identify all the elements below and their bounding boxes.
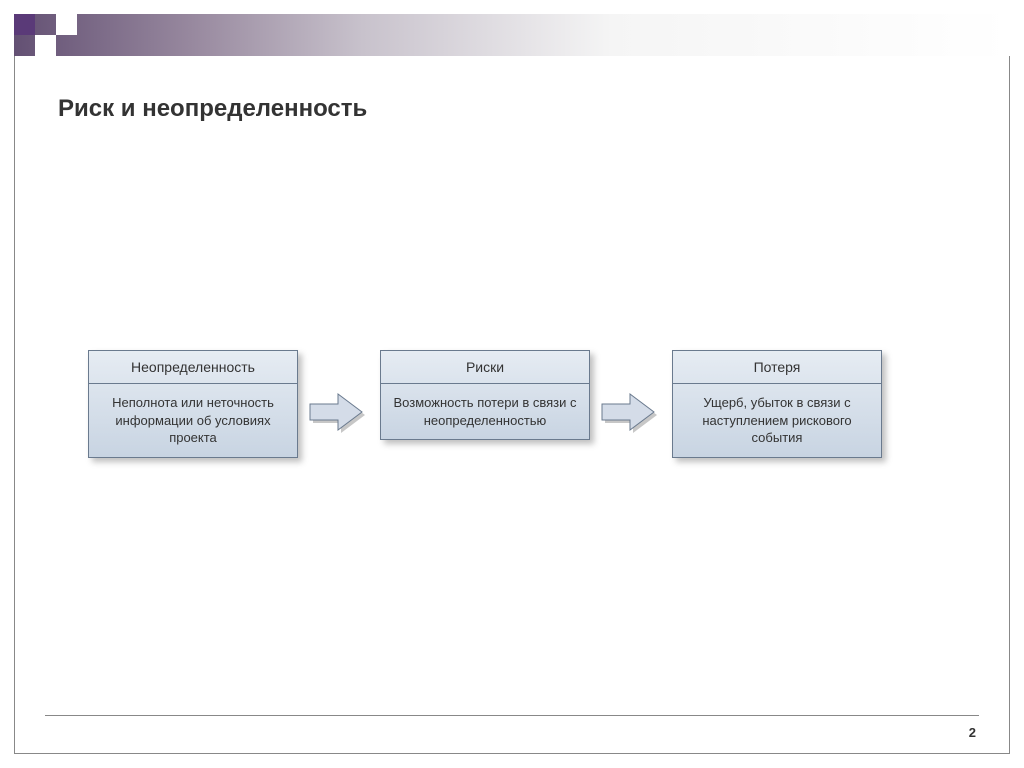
decor-square	[14, 14, 35, 35]
arrow-icon	[600, 390, 662, 436]
node-body: Возможность потери в связи с неопределен…	[381, 384, 589, 439]
node-body: Неполнота или неточность информации об у…	[89, 384, 297, 457]
node-body: Ущерб, убыток в связи с наступлением рис…	[673, 384, 881, 457]
arrow-icon	[308, 390, 370, 436]
slide-title: Риск и неопределенность	[58, 95, 367, 123]
page-number: 2	[969, 725, 976, 740]
header-gradient	[14, 14, 1010, 56]
flow-node-loss: Потеря Ущерб, убыток в связи с наступлен…	[672, 350, 882, 458]
flowchart: Неопределенность Неполнота или неточност…	[0, 350, 1024, 520]
flow-node-uncertainty: Неопределенность Неполнота или неточност…	[88, 350, 298, 458]
node-title: Потеря	[673, 351, 881, 384]
node-title: Риски	[381, 351, 589, 384]
flow-node-risks: Риски Возможность потери в связи с неопр…	[380, 350, 590, 440]
node-title: Неопределенность	[89, 351, 297, 384]
footer-divider	[45, 715, 979, 716]
decor-square	[56, 14, 77, 35]
decor-square	[35, 35, 56, 56]
